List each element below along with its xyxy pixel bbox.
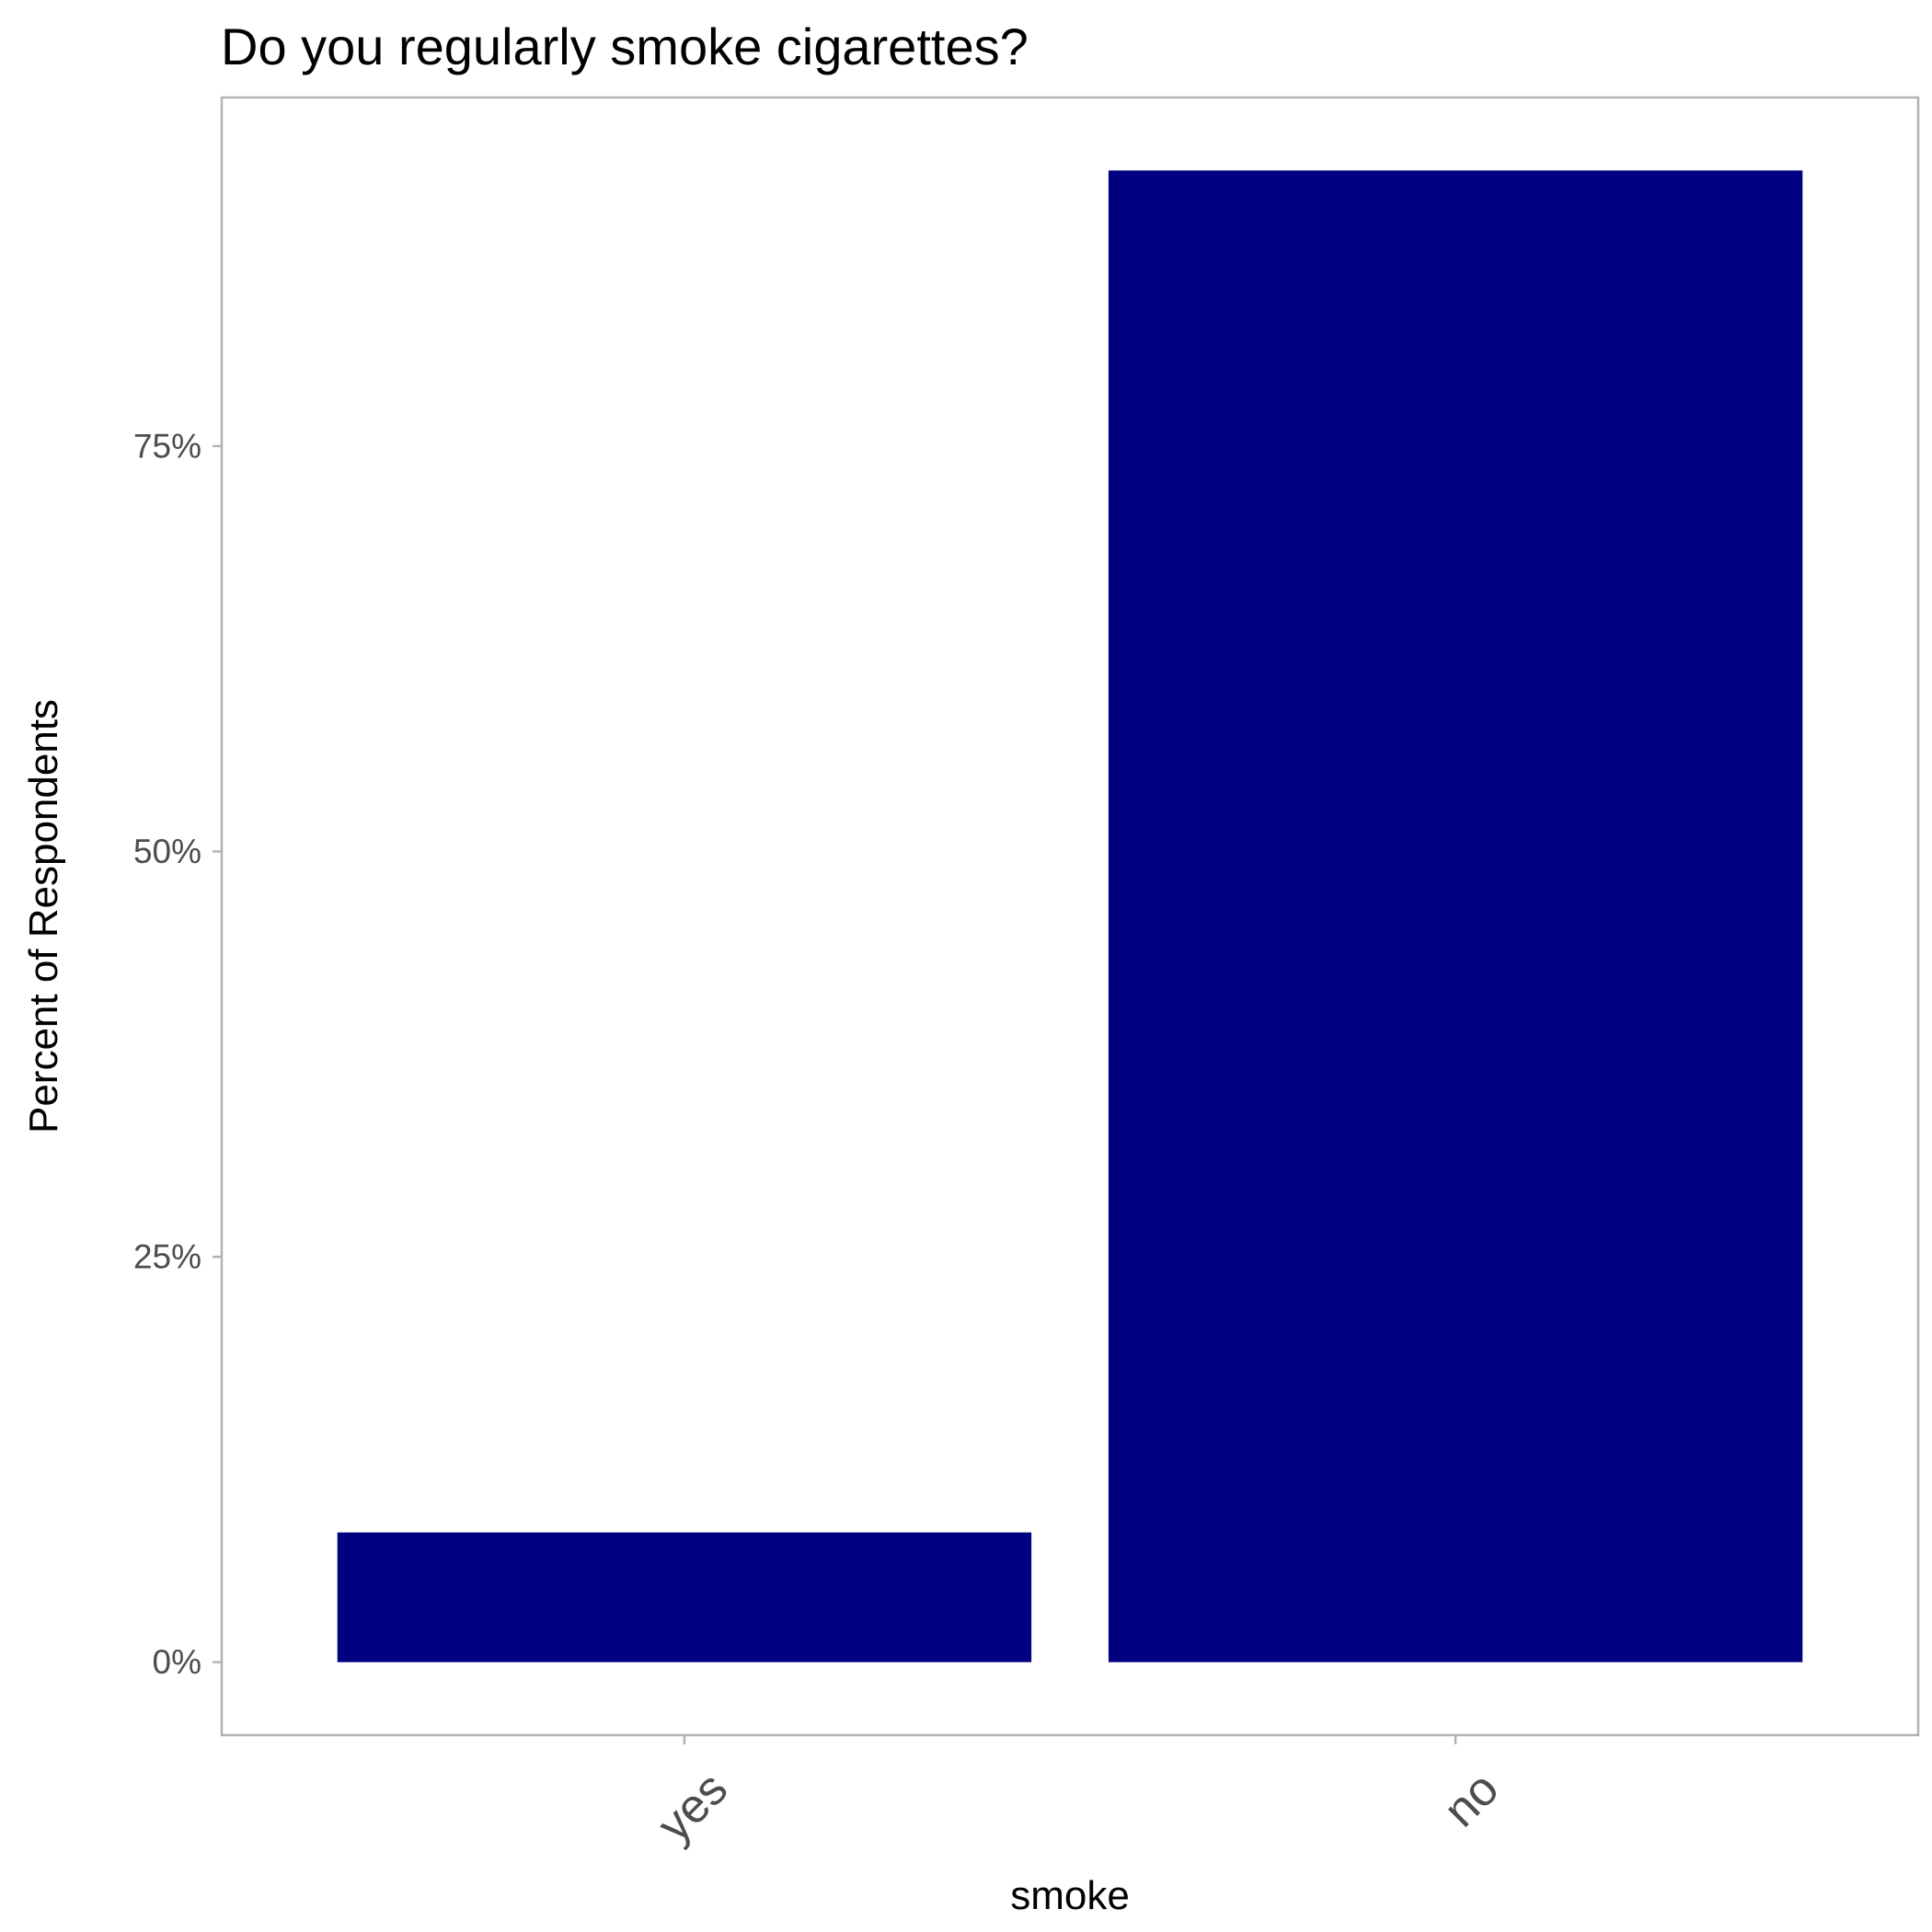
y-axis-title: Percent of Respondents — [21, 699, 66, 1133]
bar-yes — [337, 1532, 1032, 1662]
bar-no — [1108, 170, 1803, 1662]
x-tick-label-no: no — [1433, 1762, 1509, 1837]
bars-group — [337, 170, 1803, 1662]
x-axis: yes no — [648, 1735, 1509, 1852]
chart-title: Do you regularly smoke cigarettes? — [221, 17, 1029, 75]
x-axis-title: smoke — [1010, 1873, 1130, 1918]
plot-panel — [220, 96, 1920, 1737]
x-tick-label-yes: yes — [648, 1762, 738, 1852]
y-tick-label: 50% — [133, 833, 201, 870]
y-tick-label: 25% — [133, 1238, 201, 1276]
y-tick-label: 0% — [153, 1643, 201, 1681]
y-tick-label: 75% — [133, 427, 201, 465]
y-axis: 0% 25% 50% 75% — [133, 427, 222, 1681]
